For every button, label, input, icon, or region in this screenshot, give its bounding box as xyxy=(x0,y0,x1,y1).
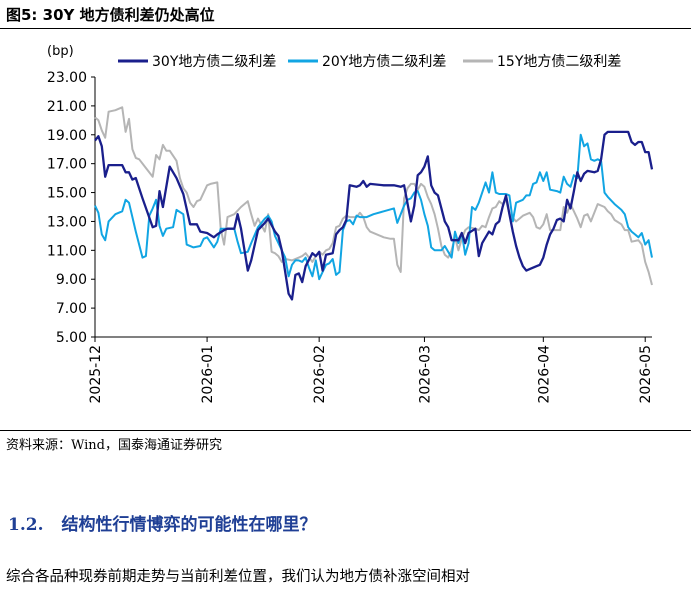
x-tick-label: 2026-01 xyxy=(200,345,216,404)
legend-label: 20Y地方债二级利差 xyxy=(322,54,446,70)
series-line-30y xyxy=(94,130,654,301)
y-tick-label: 15.00 xyxy=(47,186,87,202)
title-rule xyxy=(0,28,691,29)
x-tick-label: 2026-02 xyxy=(312,345,328,404)
x-tick-label: 2026-05 xyxy=(638,345,654,404)
y-tick-label: 9.00 xyxy=(56,272,87,288)
y-tick-label: 7.00 xyxy=(56,301,87,317)
legend-label: 30Y地方债二级利差 xyxy=(152,54,276,70)
series-layer xyxy=(94,106,654,301)
source-note: 资料来源：Wind，国泰海通证券研究 xyxy=(6,438,222,453)
chart-legend: 30Y地方债二级利差 20Y地方债二级利差 15Y地方债二级利差 xyxy=(118,54,621,70)
figure-title: 图5: 30Y 地方债利差仍处高位 xyxy=(6,6,215,24)
y-tick-label: 19.00 xyxy=(47,128,87,144)
section-title: 结构性行情博弈的可能性在哪里？ xyxy=(61,515,317,535)
legend-label: 15Y地方债二级利差 xyxy=(497,54,621,70)
section-number: 1.2. xyxy=(8,515,44,535)
y-tick-label: 23.00 xyxy=(47,70,87,86)
x-tick-label: 2026-04 xyxy=(536,345,552,404)
y-tick-label: 17.00 xyxy=(47,157,87,173)
source-rule xyxy=(0,430,691,431)
y-tick-label: 5.00 xyxy=(56,330,87,346)
y-tick-label: 11.00 xyxy=(47,243,87,259)
y-axis-unit: (bp) xyxy=(47,44,74,59)
y-tick-label: 21.00 xyxy=(47,99,87,115)
series-line-15y xyxy=(94,106,653,286)
series-line-20y xyxy=(94,133,653,281)
chart-axes: (bp) 5.00 7.00 9.00 11.00 13.00 15.00 17.00 19.0… xyxy=(47,44,654,404)
x-tick-label: 2025-12 xyxy=(88,345,104,404)
x-tick-label: 2026-03 xyxy=(417,345,433,404)
section-heading: 1.2. 结构性行情博弈的可能性在哪里？ xyxy=(8,510,317,535)
body-paragraph: 综合各品种现券前期走势与当前利差位置，我们认为地方债补涨空间相对 xyxy=(6,569,470,585)
spread-line-chart: (bp) 5.00 7.00 9.00 11.00 13.00 15.00 17.00 19.0… xyxy=(47,44,654,404)
y-tick-label: 13.00 xyxy=(47,214,87,230)
